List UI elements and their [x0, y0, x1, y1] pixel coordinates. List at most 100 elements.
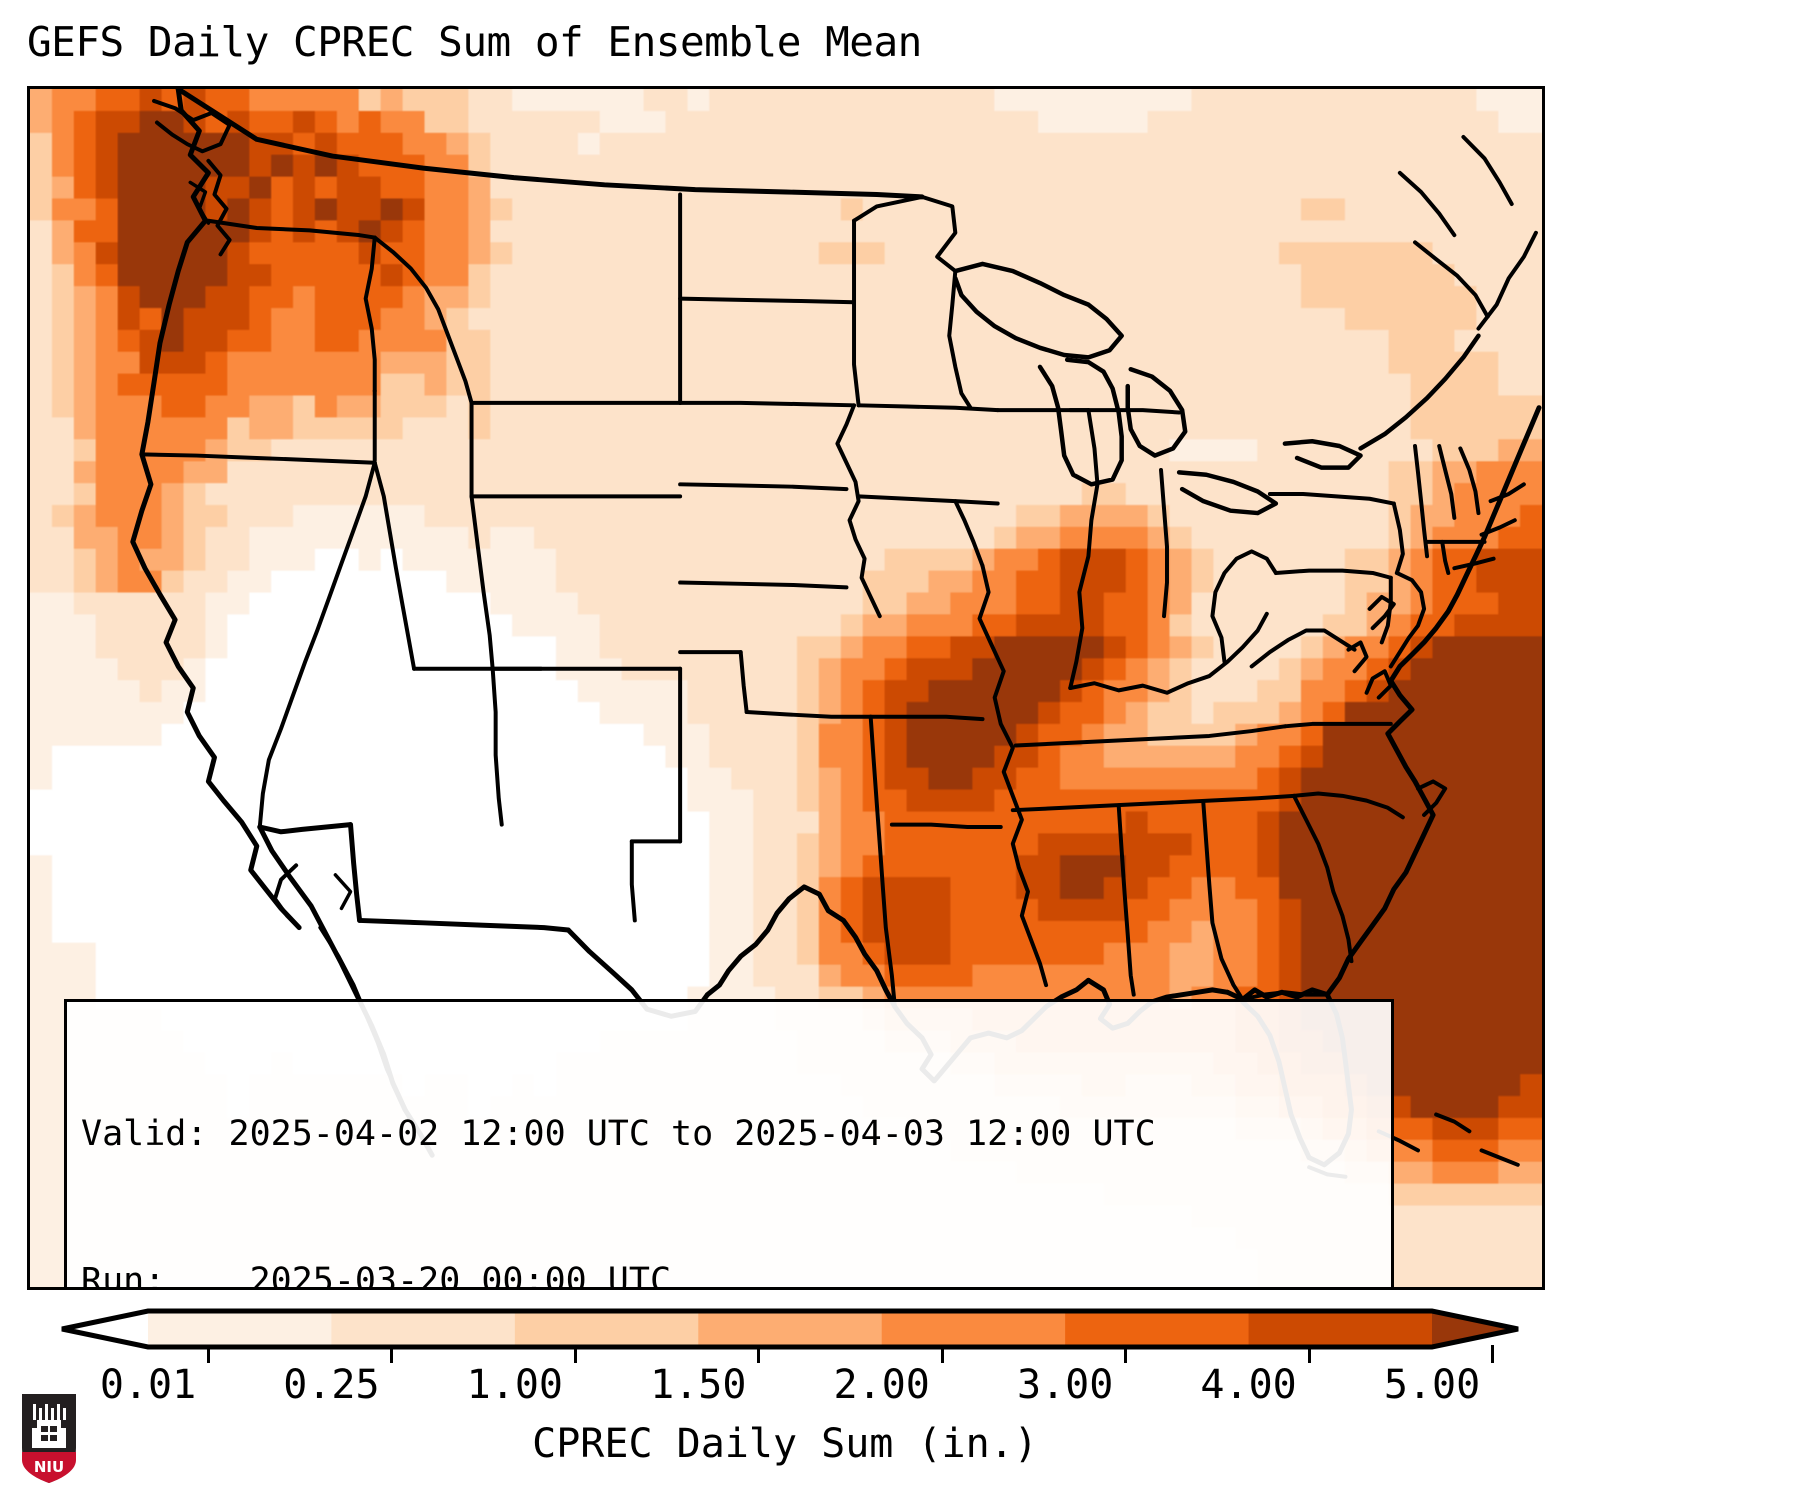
- logo-spire: [63, 1408, 66, 1420]
- geo-line: [139, 452, 377, 465]
- geo-line: [1068, 611, 1269, 695]
- geo-line: [333, 873, 353, 911]
- run-time-text: Run: 2025-03-20 00:00 UTC: [81, 1261, 672, 1290]
- colorbar-tick-labels: 0.01 0.25 1.00 1.50 2.00 3.00 4.00 5.00: [0, 1362, 1600, 1412]
- page-title: GEFS Daily CPREC Sum of Ensemble Mean: [27, 18, 922, 66]
- colorbar-band: [1065, 1311, 1250, 1347]
- geo-line: [1282, 721, 1393, 729]
- geo-line: [1358, 333, 1481, 451]
- logo-spire: [39, 1408, 42, 1420]
- colorbar-tick: [390, 1345, 394, 1363]
- logo-window: [41, 1426, 48, 1432]
- colorbar-swatches: [61, 1308, 1519, 1350]
- geo-line: [1159, 468, 1169, 619]
- logo-castle-left-wing: [32, 1428, 38, 1448]
- logo-castle-right-wing: [60, 1428, 66, 1448]
- colorbar-tick-label: 1.50: [650, 1362, 747, 1408]
- geo-line: [1273, 568, 1393, 580]
- colorbar-tick-label: 0.01: [99, 1362, 197, 1408]
- geo-line: [348, 822, 363, 923]
- colorbar-over-arrow: [1432, 1311, 1518, 1347]
- geo-line: [257, 822, 354, 835]
- colorbar-outline: [61, 1308, 1519, 1350]
- logo-text: NIU: [34, 1458, 64, 1476]
- geo-line: [1116, 803, 1136, 997]
- geo-line: [868, 714, 985, 722]
- geo-line: [1068, 408, 1100, 690]
- geo-line: [1013, 724, 1287, 748]
- geo-line: [1201, 801, 1245, 1002]
- colorbar-tick-label: 4.00: [1200, 1362, 1297, 1408]
- geo-line: [1068, 408, 1182, 415]
- colorbar-tick-label: 2.00: [833, 1362, 930, 1408]
- geo-line: [1479, 518, 1517, 537]
- logo-spire: [33, 1404, 36, 1420]
- colorbar-band: [331, 1311, 516, 1347]
- geo-line: [363, 235, 377, 393]
- colorbar-tick-label: 1.00: [466, 1362, 564, 1408]
- geo-line: [1324, 405, 1542, 998]
- geo-line: [920, 194, 958, 274]
- geo-line: [1413, 240, 1490, 319]
- geo-line: [835, 403, 882, 619]
- geo-line: [678, 296, 857, 305]
- geo-line: [953, 499, 985, 568]
- geo-line: [1010, 793, 1296, 813]
- logo-window: [50, 1426, 57, 1432]
- geo-line: [1267, 491, 1396, 506]
- colorbar: [60, 1307, 1520, 1351]
- geo-line: [1291, 793, 1354, 964]
- geo-line: [1176, 470, 1279, 516]
- geo-line: [1461, 134, 1514, 207]
- geo-line: [175, 89, 925, 200]
- geo-line: [856, 494, 1000, 506]
- geo-line: [1282, 438, 1363, 470]
- logo-window: [50, 1435, 57, 1441]
- geo-line: [1249, 628, 1357, 669]
- colorbar-band: [148, 1311, 333, 1347]
- logo-red-band: [22, 1452, 76, 1483]
- geo-line: [206, 158, 232, 257]
- geo-line: [977, 563, 1049, 988]
- map-panel[interactable]: Valid: 2025-04-02 12:00 UTC to 2025-04-0…: [27, 86, 1545, 1290]
- niu-logo[interactable]: NIU: [18, 1390, 80, 1486]
- geo-line: [678, 400, 857, 408]
- geo-line: [1440, 539, 1451, 575]
- colorbar-tick: [757, 1345, 761, 1363]
- geo-line: [565, 927, 650, 1012]
- logo-spire: [45, 1404, 48, 1420]
- geo-line: [1346, 640, 1369, 674]
- geo-line: [1388, 570, 1427, 669]
- geo-line: [953, 261, 1124, 360]
- geo-line: [1397, 170, 1457, 238]
- geo-line: [629, 839, 637, 923]
- valid-time-text: Valid: 2025-04-02 12:00 UTC to 2025-04-0…: [81, 1114, 1156, 1154]
- logo-spire: [57, 1404, 60, 1420]
- logo-castle-body: [37, 1420, 61, 1448]
- valid-run-info-box: Valid: 2025-04-02 12:00 UTC to 2025-04-0…: [64, 999, 1394, 1290]
- geo-line: [152, 98, 232, 154]
- colorbar-tick-label: 5.00: [1383, 1362, 1481, 1408]
- colorbar-tick-marks: [60, 1345, 1520, 1365]
- geo-line: [1391, 501, 1405, 575]
- geo-line: [1479, 1148, 1520, 1167]
- colorbar-under-arrow: [62, 1311, 148, 1347]
- colorbar-tick-label: 0.25: [283, 1362, 380, 1408]
- geo-line: [1210, 549, 1278, 664]
- geo-line: [678, 580, 849, 590]
- geo-line: [1488, 482, 1526, 504]
- colorbar-band-group: [62, 1311, 1518, 1347]
- geo-line: [738, 650, 749, 714]
- colorbar-tick: [940, 1345, 944, 1363]
- colorbar-tick: [1491, 1345, 1494, 1363]
- geo-line: [1240, 990, 1330, 1002]
- geo-line: [678, 482, 849, 492]
- geo-line: [1364, 669, 1393, 700]
- geo-line: [1434, 1112, 1472, 1134]
- geo-line: [1037, 357, 1124, 487]
- geo-line: [852, 194, 925, 223]
- colorbar-band: [514, 1311, 699, 1347]
- geo-line: [372, 235, 474, 405]
- colorbar-band: [698, 1311, 883, 1347]
- geo-line: [1413, 444, 1430, 559]
